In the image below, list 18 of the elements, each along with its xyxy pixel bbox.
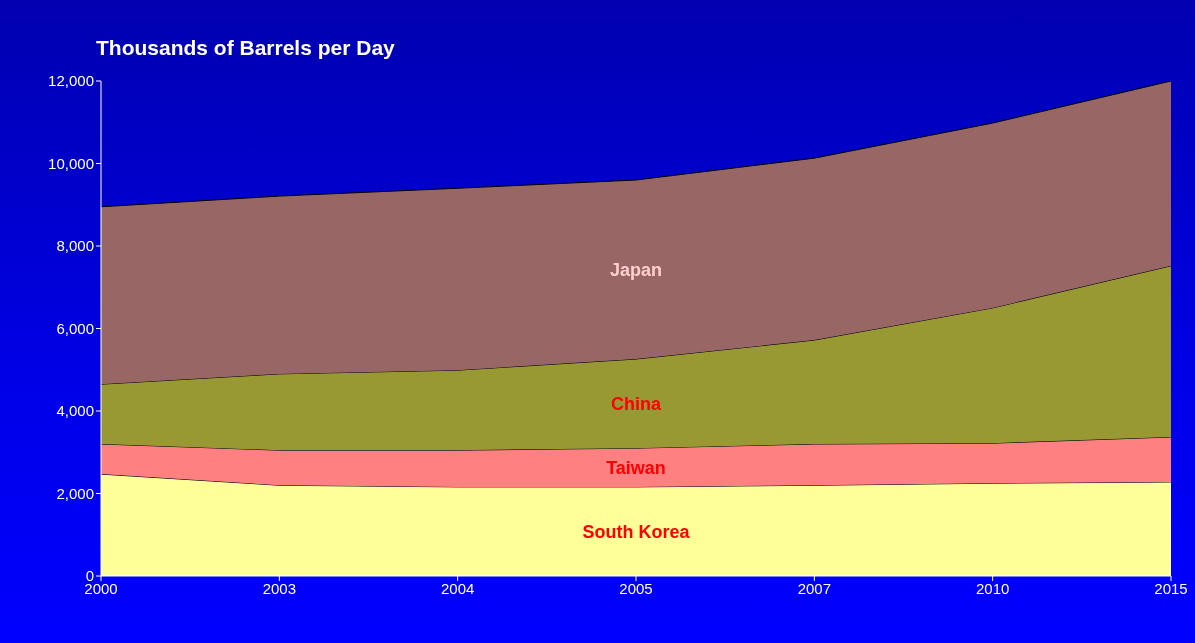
x-tick-label: 2010: [975, 579, 1010, 597]
x-tick-label: 2015: [1154, 579, 1188, 597]
y-tick-label: 4,000: [56, 402, 94, 420]
y-tick-label: 6,000: [56, 319, 94, 337]
y-tick-label: 10,000: [48, 154, 94, 172]
y-tick-label: 0: [85, 567, 94, 585]
y-tick-label: 2,000: [56, 484, 94, 502]
x-tick-label: 2004: [440, 579, 475, 597]
y-tick-label: 12,000: [48, 72, 94, 90]
x-tick-label: 2005: [619, 579, 653, 597]
series-label: South Korea: [582, 521, 691, 542]
series-label: Japan: [609, 259, 663, 280]
y-tick-label: 8,000: [56, 237, 94, 255]
series-label: Taiwan: [606, 457, 666, 478]
x-tick-label: 2007: [797, 579, 832, 597]
x-tick-label: 2003: [262, 579, 297, 597]
chart-title: Thousands of Barrels per Day: [96, 36, 395, 60]
series-label: China: [610, 393, 662, 414]
